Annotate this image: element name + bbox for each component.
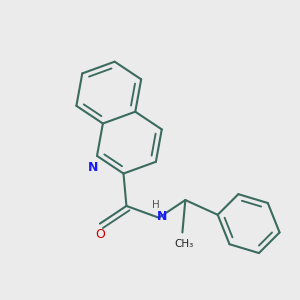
Text: N: N bbox=[87, 160, 98, 174]
Text: N: N bbox=[157, 210, 168, 223]
Text: H: H bbox=[152, 200, 160, 210]
Text: O: O bbox=[95, 228, 105, 241]
Text: CH₃: CH₃ bbox=[174, 238, 194, 249]
